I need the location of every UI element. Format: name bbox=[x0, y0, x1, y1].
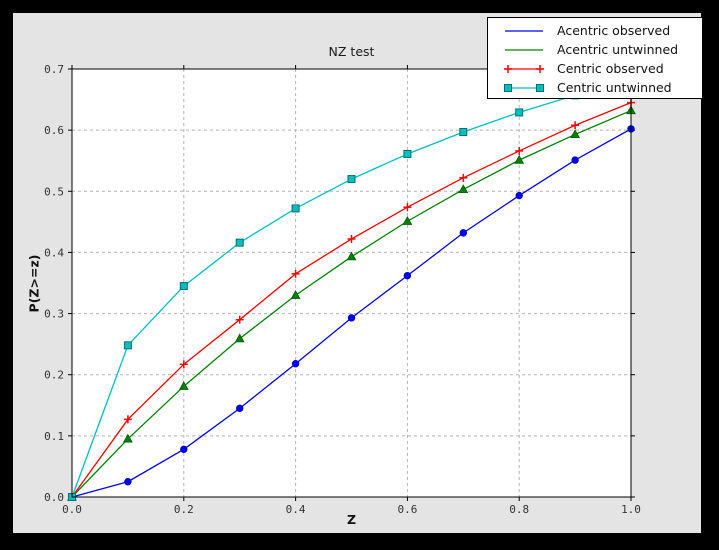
y-tick-label: 0.3 bbox=[44, 308, 64, 321]
legend-item-label: Centric untwinned bbox=[557, 80, 672, 95]
legend-line-sample bbox=[505, 29, 543, 32]
legend-square-marker bbox=[504, 83, 512, 92]
x-tick-label: 0.4 bbox=[286, 503, 306, 516]
y-tick-label: 0.1 bbox=[44, 430, 64, 443]
legend-line-sample bbox=[504, 64, 544, 73]
legend-square-marker bbox=[536, 83, 544, 92]
x-tick-label: 0.2 bbox=[174, 503, 194, 516]
y-tick-label: 0.5 bbox=[44, 185, 64, 198]
chart-title: NZ test bbox=[328, 44, 375, 59]
y-tick-label: 0.4 bbox=[44, 246, 64, 259]
data-point-square bbox=[515, 108, 524, 117]
data-point-square bbox=[459, 127, 468, 136]
data-point-triangle bbox=[123, 433, 133, 443]
legend-item-label: Acentric observed bbox=[557, 23, 671, 38]
legend-item-label: Acentric untwinned bbox=[557, 42, 679, 57]
data-point-triangle bbox=[458, 184, 469, 194]
x-axis-label: Z bbox=[346, 512, 357, 527]
data-point-circle bbox=[459, 229, 467, 237]
axes-background bbox=[72, 69, 631, 497]
data-point-circle bbox=[403, 271, 412, 280]
data-point-circle bbox=[124, 478, 132, 486]
y-axis-label: P(Z>=z) bbox=[26, 254, 42, 313]
data-point-square bbox=[179, 282, 188, 291]
y-tick-label: 0.2 bbox=[44, 369, 64, 382]
x-tick-label: 0.8 bbox=[509, 503, 529, 516]
y-tick-label: 0.6 bbox=[44, 124, 64, 137]
legend-item: Acentric untwinned bbox=[488, 40, 702, 59]
data-point-square bbox=[123, 341, 132, 350]
data-point-triangle bbox=[178, 381, 189, 390]
data-point-circle bbox=[571, 156, 579, 164]
data-point-circle bbox=[347, 314, 356, 322]
data-point-square bbox=[291, 204, 300, 213]
x-tick-label: 1.0 bbox=[621, 503, 641, 516]
legend-item: Centric untwinned bbox=[488, 78, 702, 97]
legend-item-label: Centric observed bbox=[557, 61, 664, 76]
legend: Acentric observed Acentric untwinned Cen… bbox=[487, 17, 703, 99]
y-tick-label: 0.7 bbox=[44, 63, 64, 76]
data-point-triangle bbox=[402, 216, 413, 225]
data-point-square bbox=[347, 175, 356, 184]
y-tick-label: 0.0 bbox=[44, 491, 64, 504]
x-tick-label: 0.6 bbox=[397, 503, 417, 516]
legend-item: Centric observed bbox=[488, 59, 702, 78]
legend-line-sample bbox=[505, 48, 543, 51]
x-tick-label: 0.0 bbox=[62, 503, 82, 516]
legend-line-sample bbox=[504, 83, 544, 92]
data-point-triangle bbox=[346, 251, 357, 261]
data-point-circle bbox=[515, 191, 523, 200]
data-point-triangle bbox=[514, 154, 525, 164]
data-point-triangle bbox=[570, 129, 580, 139]
data-point-triangle bbox=[234, 333, 245, 343]
data-point-circle bbox=[291, 360, 300, 368]
data-point-square bbox=[235, 238, 244, 247]
legend-item: Acentric observed bbox=[488, 21, 702, 40]
data-point-circle bbox=[235, 404, 244, 413]
data-point-square bbox=[403, 149, 412, 158]
data-point-triangle bbox=[290, 290, 301, 299]
data-point-circle bbox=[180, 445, 188, 454]
axes-border bbox=[71, 68, 632, 498]
